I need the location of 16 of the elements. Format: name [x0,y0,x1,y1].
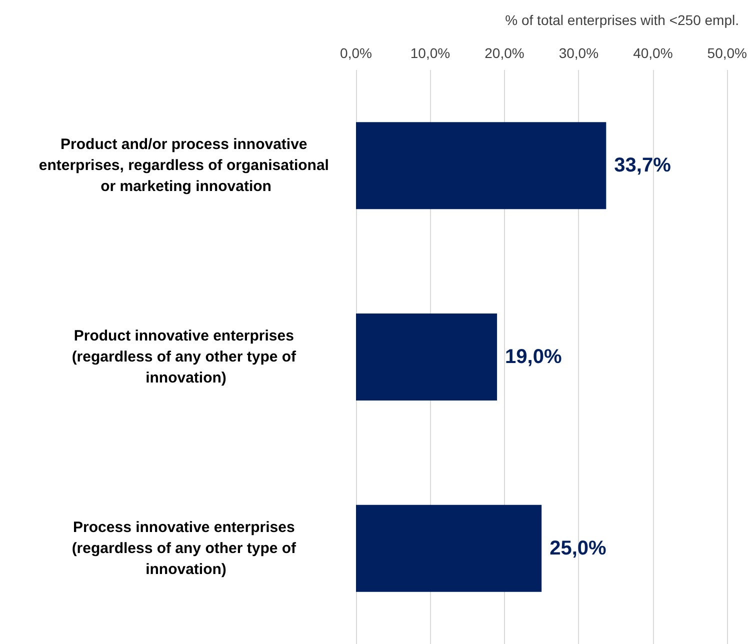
bar [356,504,542,592]
y-tick-label: Process innovative enterprises (regardless of any other type of innovation) [72,518,300,578]
x-tick-label: 30,0% [558,45,599,61]
bar [356,314,498,400]
x-tick-label: 20,0% [484,45,524,61]
x-tick-label: 50,0% [707,45,748,61]
x-tick-label: 40,0% [633,45,673,61]
y-tick-label: Product innovative enterprises (regardless of any other type of innovation) [72,328,300,386]
bar [356,122,606,210]
x-axis-title: % of total enterprises with <250 empl. [505,12,739,28]
x-tick-label: 0,0% [340,45,372,61]
data-label: 25,0% [550,537,606,560]
x-tick-label: 10,0% [410,45,450,61]
y-tick-label: Product and/or process innovative enterprises, regardless of organisational or marketing innovation [38,136,334,196]
data-label: 33,7% [614,154,672,177]
data-label: 19,0% [505,346,562,368]
